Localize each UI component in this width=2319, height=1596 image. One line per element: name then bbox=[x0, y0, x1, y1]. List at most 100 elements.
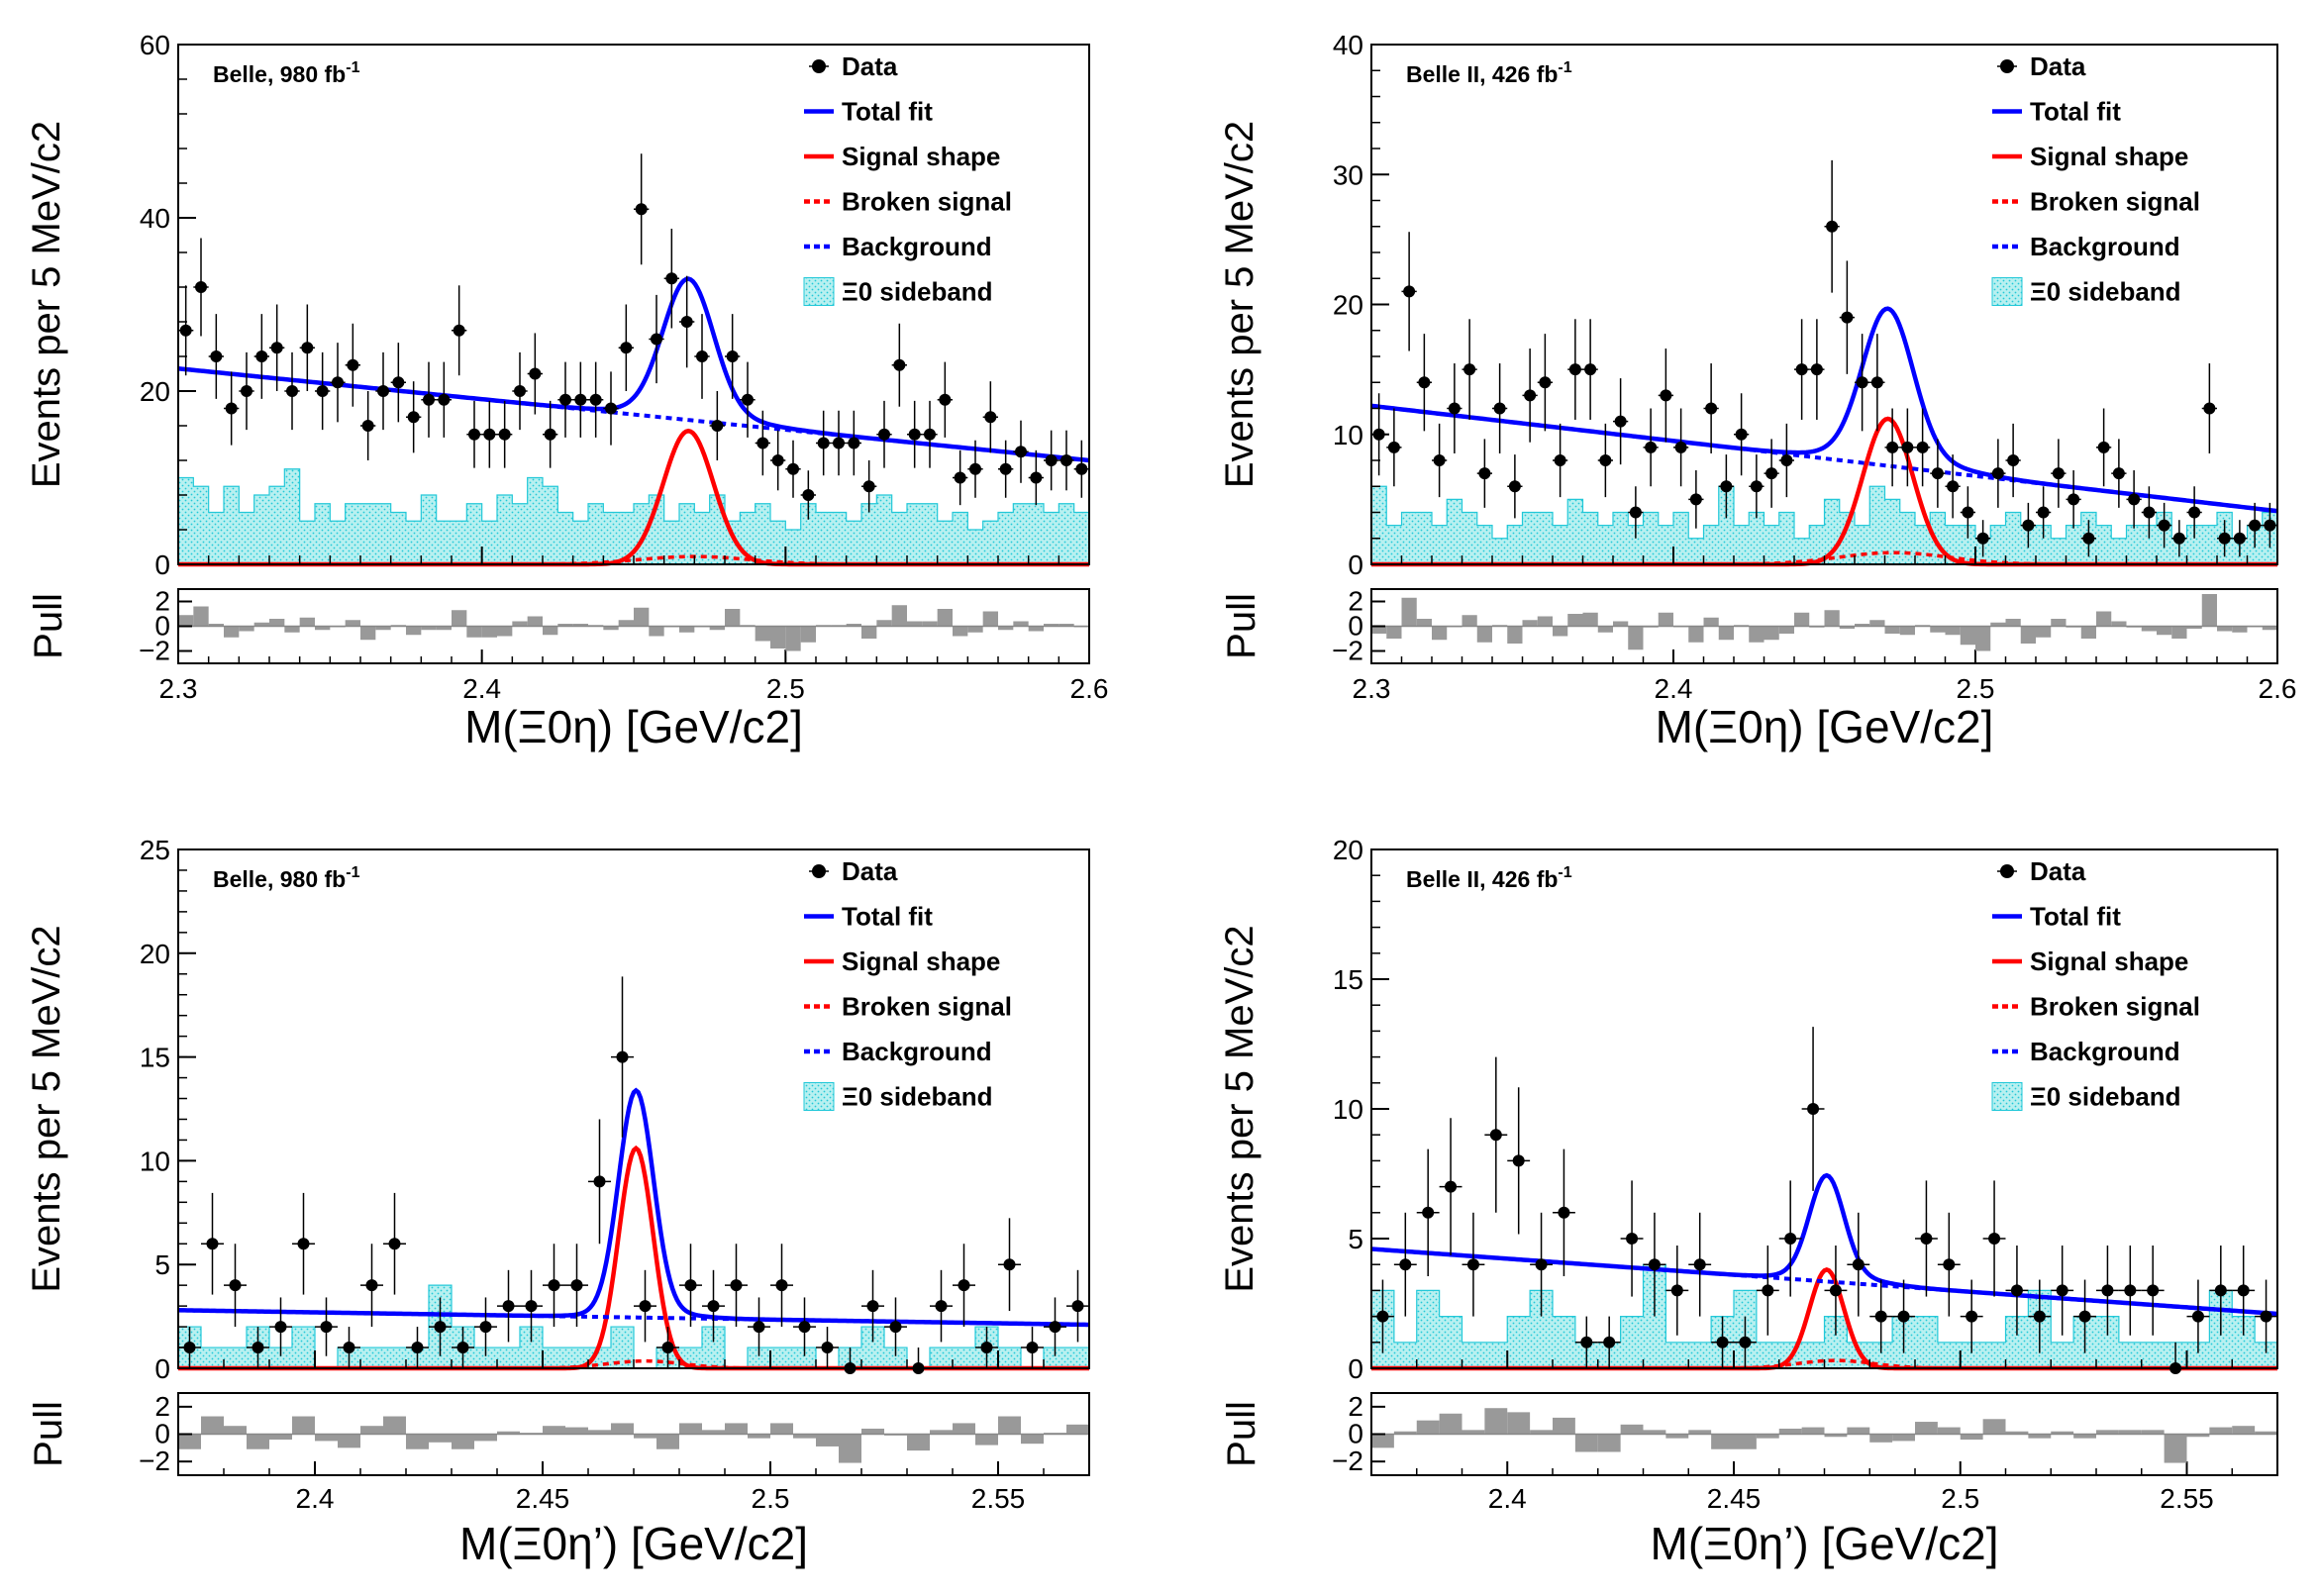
data-point bbox=[1539, 376, 1552, 389]
pull-bar bbox=[649, 626, 664, 637]
data-point bbox=[1897, 1310, 1910, 1323]
lumi-superscript: -1 bbox=[1558, 864, 1571, 881]
pull-bar bbox=[1703, 617, 1719, 627]
pull-bar bbox=[1574, 1434, 1598, 1452]
data-point bbox=[730, 1279, 743, 1292]
pull-bar bbox=[557, 624, 573, 627]
x-tick-label: 2.6 bbox=[2259, 673, 2297, 704]
data-point bbox=[1841, 311, 1854, 324]
pull-bar bbox=[611, 1423, 634, 1435]
data-point bbox=[2007, 454, 2020, 466]
data-point bbox=[229, 1279, 242, 1292]
pull-bar bbox=[1567, 614, 1583, 627]
pull-bar bbox=[876, 620, 892, 627]
pull-bar bbox=[891, 605, 907, 627]
legend-item-signal: Signal shape bbox=[1992, 142, 2188, 171]
legend-label: Signal shape bbox=[2030, 142, 2188, 171]
pull-bar bbox=[725, 1423, 748, 1435]
data-points bbox=[1371, 159, 2277, 557]
x-tick-label: 2.5 bbox=[766, 673, 805, 704]
legend-label: Ξ0 sideband bbox=[2030, 277, 2181, 307]
legend-label: Data bbox=[2030, 51, 2086, 81]
legend-item-total: Total fit bbox=[1992, 97, 2121, 127]
data-point bbox=[1075, 462, 1088, 475]
pull-bar bbox=[861, 1428, 884, 1435]
x-tick-label: 2.4 bbox=[1488, 1483, 1527, 1514]
pull-bar bbox=[466, 626, 482, 638]
pull-tick-label: 0 bbox=[1348, 1419, 1363, 1449]
pull-bar bbox=[1371, 626, 1387, 634]
pull-bar bbox=[1734, 1434, 1757, 1449]
pull-bar bbox=[2164, 1434, 2187, 1463]
data-point bbox=[2078, 1310, 2091, 1323]
data-point bbox=[1807, 1103, 1820, 1115]
y-tick-label: 20 bbox=[140, 939, 170, 969]
data-point bbox=[1387, 441, 1400, 453]
data-point bbox=[954, 471, 966, 484]
data-point bbox=[252, 1342, 264, 1354]
pull-bar bbox=[1930, 626, 1946, 633]
pull-tick-label: −2 bbox=[139, 636, 170, 666]
pull-bar bbox=[452, 1434, 474, 1449]
data-point bbox=[1030, 471, 1043, 484]
experiment-text: Belle, 980 fb bbox=[213, 866, 346, 892]
legend-sideband-swatch bbox=[803, 277, 835, 306]
data-point bbox=[2067, 493, 2080, 506]
data-point bbox=[2218, 532, 2231, 545]
legend: Data Total fit Signal shape Broken signal Ba… bbox=[1991, 856, 2200, 1112]
y-axis-ticks: 0 5 10 15 20 bbox=[1333, 835, 1389, 1384]
pull-bar bbox=[1476, 626, 1492, 643]
data-point bbox=[514, 385, 526, 397]
pull-bar bbox=[1401, 597, 1417, 627]
data-point bbox=[1966, 1310, 1978, 1323]
x-axis-ticks: 2.3 2.4 2.5 2.6 bbox=[159, 547, 1108, 704]
data-point bbox=[798, 1321, 811, 1334]
pull-bar bbox=[1371, 1434, 1394, 1448]
pull-bar bbox=[846, 624, 861, 627]
data-point bbox=[1856, 376, 1868, 389]
pull-bar bbox=[299, 617, 315, 627]
data-point bbox=[1810, 363, 1823, 376]
data-point bbox=[525, 1300, 538, 1313]
pull-axis-label: Pull bbox=[1220, 1401, 1263, 1467]
pull-bar bbox=[603, 626, 619, 631]
pull-bar bbox=[406, 1434, 429, 1449]
data-point bbox=[661, 1342, 674, 1354]
y-tick-label: 0 bbox=[1348, 549, 1363, 580]
legend-label: Background bbox=[2030, 1037, 2180, 1066]
total-fit-curve bbox=[1370, 306, 2278, 514]
legend-sideband-swatch bbox=[803, 1082, 835, 1111]
data-point bbox=[1829, 1284, 1842, 1297]
pull-bar bbox=[224, 1426, 247, 1435]
pull-bar bbox=[2141, 626, 2157, 632]
pull-bar bbox=[1884, 626, 1900, 634]
data-point bbox=[2188, 506, 2201, 519]
luminosity-label: Belle, 980 fb-1 bbox=[213, 59, 360, 87]
data-point bbox=[2037, 506, 2050, 519]
pull-bar bbox=[702, 1430, 725, 1435]
pull-bar bbox=[1507, 1412, 1531, 1435]
data-point bbox=[1780, 454, 1793, 466]
pull-bar bbox=[224, 626, 240, 638]
legend-item-sideband: Ξ0 sideband bbox=[803, 1082, 993, 1112]
data-point bbox=[1524, 389, 1537, 402]
pull-bar bbox=[512, 621, 528, 627]
data-point bbox=[1399, 1258, 1412, 1271]
pull-tick-label: 2 bbox=[1348, 1391, 1363, 1422]
data-point bbox=[924, 428, 936, 441]
data-point bbox=[361, 420, 374, 432]
legend-label: Total fit bbox=[842, 902, 933, 932]
legend-item-total: Total fit bbox=[804, 902, 933, 932]
y-axis-label: Events per 5 MeV/c2 bbox=[1218, 925, 1261, 1292]
legend-label: Total fit bbox=[842, 97, 933, 127]
data-point bbox=[1060, 454, 1072, 466]
pull-bar bbox=[315, 1434, 338, 1442]
pull-bar bbox=[421, 626, 437, 631]
data-point bbox=[1765, 467, 1778, 480]
data-point bbox=[1976, 532, 1989, 545]
x-axis-label: M(Ξ0η) [GeV/c2] bbox=[464, 701, 803, 752]
pull-bar bbox=[497, 1431, 520, 1435]
pull-bar bbox=[2096, 611, 2112, 627]
data-points bbox=[1371, 1027, 2277, 1374]
data-point bbox=[866, 1300, 879, 1313]
